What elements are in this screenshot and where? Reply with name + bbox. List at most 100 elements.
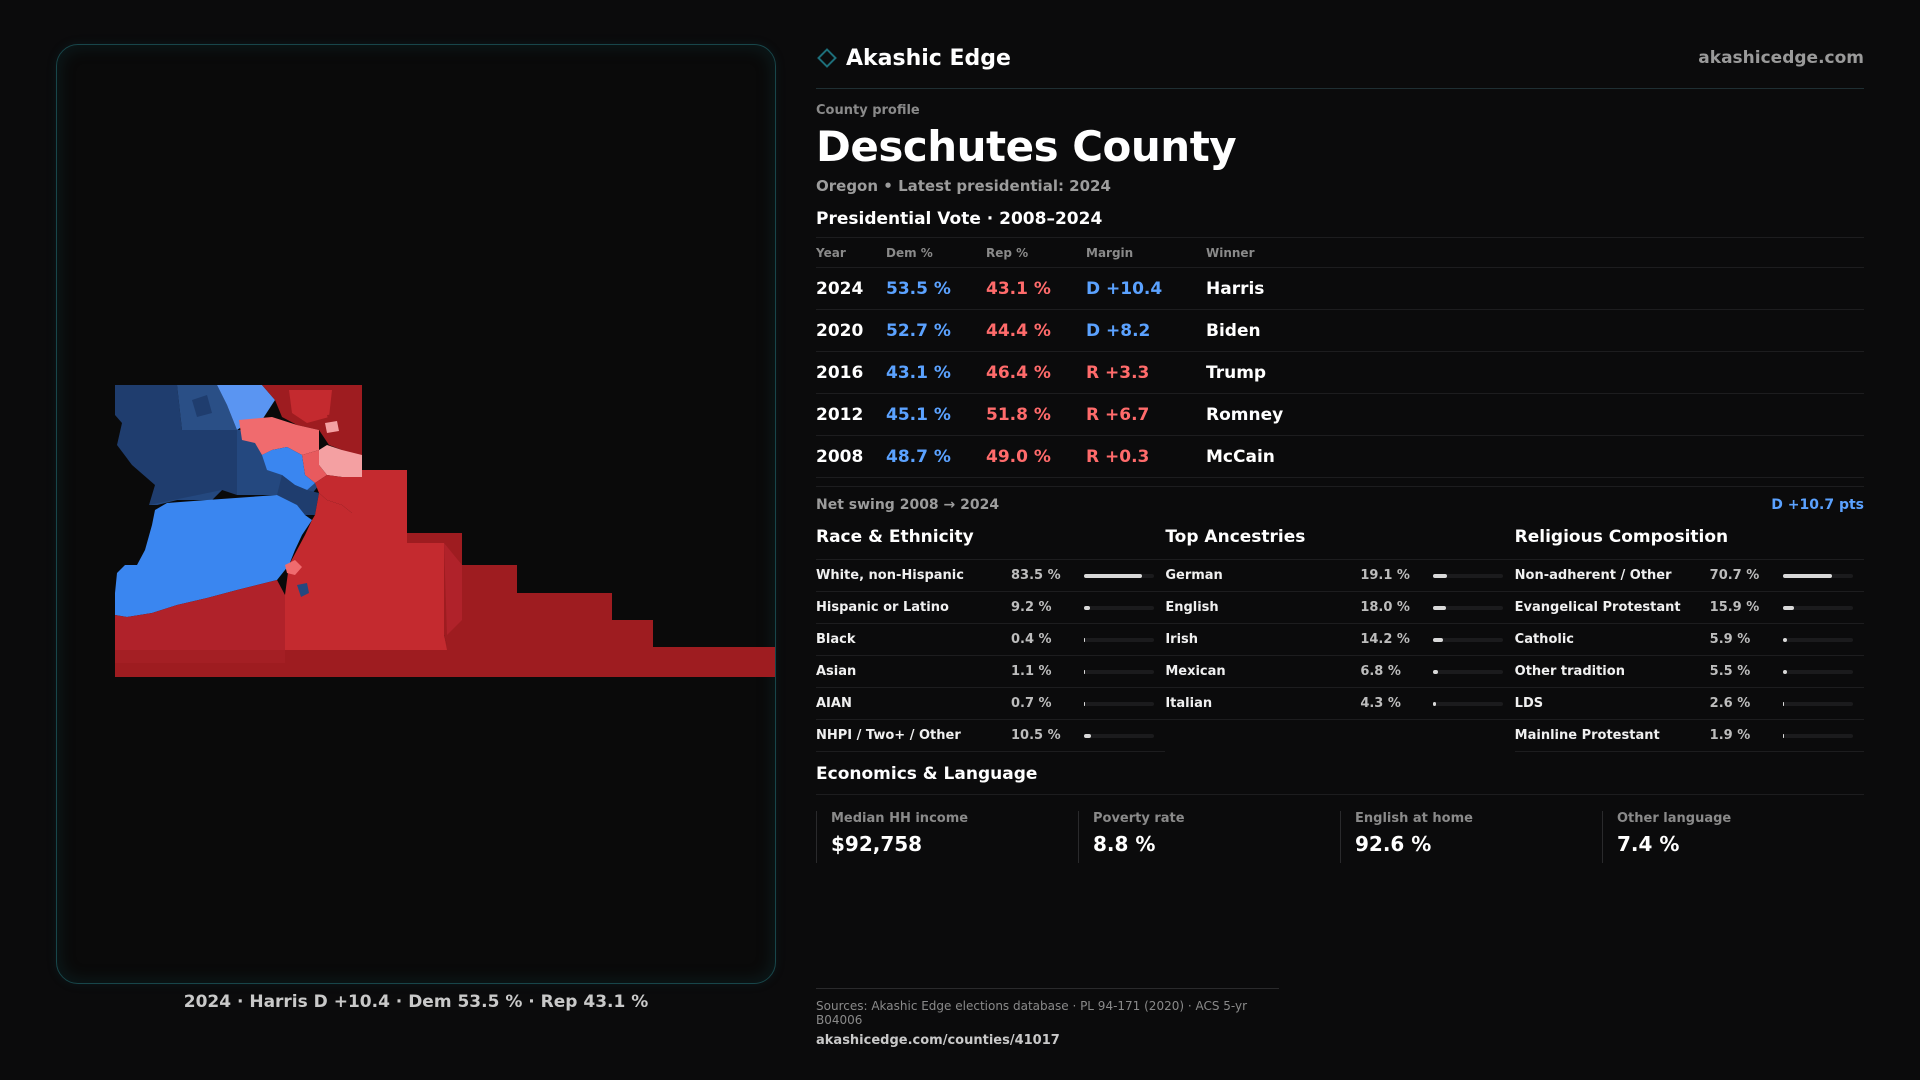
col-header-margin: Margin <box>1086 237 1206 268</box>
ancestry-section-title: Top Ancestries <box>1165 527 1306 547</box>
econ-label: Median HH income <box>831 811 969 826</box>
map-precinct <box>325 421 339 433</box>
share-bar <box>1084 701 1154 706</box>
cell-year: 2024 <box>816 267 886 310</box>
share-bar-fill <box>1084 605 1091 610</box>
table-header-row: Year Dem % Rep % Margin Winner <box>816 237 1864 268</box>
econ-label: English at home <box>1355 811 1473 826</box>
cell-winner: Biden <box>1206 309 1864 352</box>
share-bar-fill <box>1782 573 1833 578</box>
econ-value: $92,758 <box>831 832 923 856</box>
cell-margin: D +8.2 <box>1086 309 1206 352</box>
econ-label: Poverty rate <box>1093 811 1185 826</box>
item-value: 10.5 % <box>1011 728 1061 743</box>
cell-margin: R +3.3 <box>1086 351 1206 394</box>
item-label: Mainline Protestant <box>1514 728 1660 743</box>
cell-year: 2016 <box>816 351 886 394</box>
county-url-link[interactable]: akashicedge.com/counties/41017 <box>816 1033 1060 1048</box>
sources-text: Sources: Akashic Edge elections database… <box>816 999 1248 1027</box>
list-item: Other tradition 5.5 % <box>1514 656 1864 688</box>
map-precinct <box>277 475 319 515</box>
cell-rep: 51.8 % <box>986 393 1086 436</box>
net-swing-value: D +10.7 pts <box>1771 497 1864 513</box>
share-bar-fill <box>1084 669 1086 674</box>
econ-card: Poverty rate 8.8 % <box>1078 811 1340 863</box>
item-label: Catholic <box>1514 632 1574 647</box>
share-bar <box>1782 733 1853 738</box>
item-label: Irish <box>1165 632 1199 647</box>
list-item: Mexican 6.8 % <box>1165 656 1515 688</box>
race-list: White, non-Hispanic 83.5 % Hispanic or Lat… <box>816 559 1166 752</box>
cell-dem: 45.1 % <box>886 393 986 436</box>
cell-margin: R +6.7 <box>1086 393 1206 436</box>
ancestry-section: Top Ancestries German 19.1 % English 18.0 %… <box>1165 527 1515 752</box>
share-bar-fill <box>1084 733 1092 738</box>
map-precinct <box>285 493 447 650</box>
list-item: Asian 1.1 % <box>816 656 1166 688</box>
cell-year: 2020 <box>816 309 886 352</box>
map-caption: 2024 · Harris D +10.4 · Dem 53.5 % · Rep… <box>183 992 649 1012</box>
item-value: 83.5 % <box>1011 568 1061 583</box>
item-label: Mexican <box>1165 664 1226 679</box>
share-bar-fill <box>1782 637 1787 642</box>
item-value: 1.9 % <box>1709 728 1751 743</box>
share-bar-fill <box>1084 701 1086 706</box>
econ-value: 8.8 % <box>1093 832 1156 856</box>
list-item: Evangelical Protestant 15.9 % <box>1514 592 1864 624</box>
cell-year: 2012 <box>816 393 886 436</box>
cell-winner: Harris <box>1206 267 1864 310</box>
list-item: LDS 2.6 % <box>1514 688 1864 720</box>
cell-dem: 48.7 % <box>886 435 986 478</box>
econ-value: 7.4 % <box>1617 832 1680 856</box>
map-precinct <box>239 417 319 455</box>
item-label: Black <box>816 632 856 647</box>
table-row: 2008 48.7 % 49.0 % R +0.3 McCain <box>816 435 1864 478</box>
item-value: 70.7 % <box>1709 568 1760 583</box>
col-header-year: Year <box>816 237 886 268</box>
race-ethnicity-section: Race & Ethnicity White, non-Hispanic 83.5… <box>816 527 1166 752</box>
share-bar <box>1084 637 1154 642</box>
item-value: 19.1 % <box>1360 568 1410 583</box>
item-label: Hispanic or Latino <box>816 600 949 615</box>
item-value: 2.6 % <box>1709 696 1751 711</box>
map-precinct <box>262 385 362 465</box>
share-bar-fill <box>1433 669 1439 674</box>
item-value: 0.7 % <box>1011 696 1052 711</box>
map-precinct <box>407 533 775 677</box>
economics-divider <box>816 794 1864 795</box>
share-bar <box>1084 669 1154 674</box>
share-bar <box>1433 573 1504 578</box>
share-bar-fill <box>1433 605 1446 610</box>
share-bar-fill <box>1782 605 1794 610</box>
econ-card: Other language 7.4 % <box>1602 811 1864 863</box>
list-item: English 18.0 % <box>1165 592 1515 624</box>
map-precinct <box>302 450 327 483</box>
share-bar-fill <box>1782 701 1785 706</box>
share-bar-fill <box>1433 573 1447 578</box>
cell-dem: 43.1 % <box>886 351 986 394</box>
cell-year: 2008 <box>816 435 886 478</box>
map-precinct <box>115 385 237 505</box>
share-bar-fill <box>1433 701 1437 706</box>
list-item: Mainline Protestant 1.9 % <box>1514 720 1864 752</box>
map-precinct <box>115 495 312 617</box>
list-item: NHPI / Two+ / Other 10.5 % <box>816 720 1166 752</box>
item-label: Italian <box>1165 696 1213 711</box>
list-item: Black 0.4 % <box>816 624 1166 656</box>
net-swing-label: Net swing 2008 → 2024 <box>816 497 1000 513</box>
cell-dem: 53.5 % <box>886 267 986 310</box>
net-swing-row: Net swing 2008 → 2024 D +10.7 pts <box>816 486 1864 513</box>
item-label: Evangelical Protestant <box>1514 600 1681 615</box>
brand-url-link[interactable]: akashicedge.com <box>1698 48 1864 68</box>
item-value: 9.2 % <box>1011 600 1052 615</box>
item-value: 1.1 % <box>1011 664 1052 679</box>
ancestry-list: German 19.1 % English 18.0 % Irish 14.2 % Mexi… <box>1165 559 1515 720</box>
item-label: Non-adherent / Other <box>1514 568 1672 583</box>
table-row: 2024 53.5 % 43.1 % D +10.4 Harris <box>816 267 1864 310</box>
share-bar <box>1433 701 1504 706</box>
share-bar <box>1433 605 1504 610</box>
share-bar-fill <box>1433 637 1444 642</box>
econ-label: Other language <box>1617 811 1732 826</box>
col-header-winner: Winner <box>1206 237 1864 268</box>
item-label: German <box>1165 568 1223 583</box>
